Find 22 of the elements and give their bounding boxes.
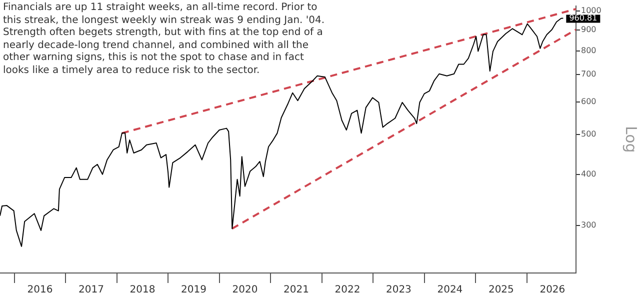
- x-tick-label: 2022: [334, 284, 360, 296]
- x-tick-label: 2018: [130, 284, 156, 296]
- x-tick-label: 2023: [386, 284, 412, 296]
- x-tick-label: 2024: [437, 284, 463, 296]
- x-tick-label: 2017: [78, 284, 104, 296]
- x-tick-label: 2019: [180, 284, 206, 296]
- data-label: 960.81: [569, 13, 598, 22]
- x-tick-label: 2025: [488, 284, 514, 296]
- y-axis-title: Log: [622, 126, 640, 153]
- y-tick-label: 300: [581, 220, 596, 230]
- y-tick-label: 400: [581, 169, 596, 178]
- x-tick-label: 2021: [283, 284, 309, 296]
- y-tick-label: 900: [581, 24, 596, 34]
- x-tick-label: 2026: [540, 284, 566, 296]
- y-tick-label: 800: [581, 46, 596, 55]
- y-tick-label: 500: [581, 130, 596, 139]
- x-tick-label: 2020: [232, 284, 258, 296]
- y-tick-label: 700: [581, 70, 596, 79]
- annotation: Financials are up 11 straight weeks, an all-time record. Prior to this streak, the longest weekly win streak was 9 ending Jan. '04. Strength often begets strength, but with fins at the top end of a nearly decade-long trend channel, and combined with all the other warning signs, this is not the spot to chase and in fact looks like a timely area to reduce risk to the sector.: [3, 2, 326, 77]
- y-tick-label: 600: [581, 97, 596, 106]
- y-tick-label: 1000: [581, 6, 602, 16]
- x-tick-label: 2016: [27, 284, 53, 296]
